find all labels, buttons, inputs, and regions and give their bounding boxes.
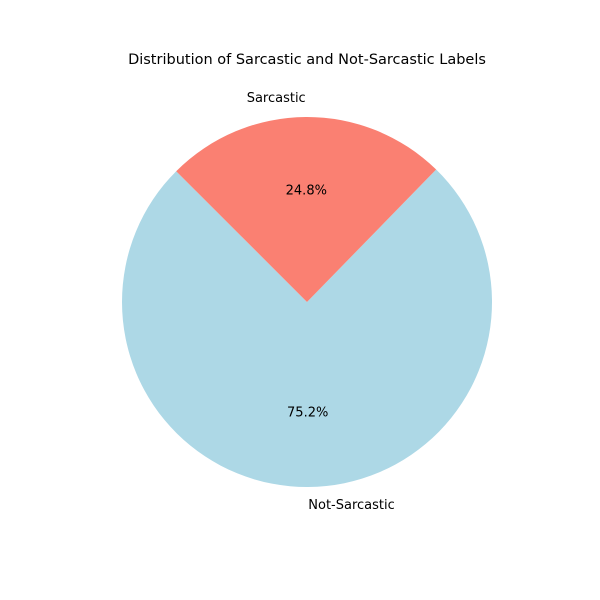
pie-slices (122, 117, 493, 488)
slice-label-not-sarcastic: Not-Sarcastic (308, 498, 395, 513)
pie-slice-sarcastic (176, 117, 437, 302)
pie-slice-not-sarcastic (122, 169, 493, 488)
slice-label-sarcastic: Sarcastic (247, 91, 306, 106)
pie-labels: Not-Sarcastic 75.2% Sarcastic 24.8% (247, 91, 395, 513)
slice-percent-not-sarcastic: 75.2% (287, 406, 328, 421)
slice-percent-sarcastic: 24.8% (286, 184, 327, 199)
chart-title: Distribution of Sarcastic and Not-Sarcas… (128, 52, 486, 68)
